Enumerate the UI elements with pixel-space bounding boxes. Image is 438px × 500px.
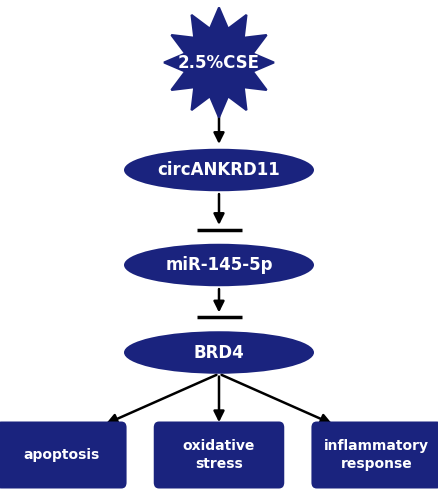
Text: apoptosis: apoptosis	[23, 448, 99, 462]
Ellipse shape	[124, 244, 314, 286]
Text: inflammatory
response: inflammatory response	[324, 440, 429, 470]
Polygon shape	[164, 8, 274, 117]
Text: 2.5%CSE: 2.5%CSE	[178, 54, 260, 72]
Text: oxidative
stress: oxidative stress	[183, 440, 255, 470]
Ellipse shape	[124, 331, 314, 374]
Text: circANKRD11: circANKRD11	[158, 161, 280, 179]
FancyBboxPatch shape	[311, 422, 438, 488]
Text: miR-145-5p: miR-145-5p	[165, 256, 273, 274]
Text: BRD4: BRD4	[194, 344, 244, 361]
Ellipse shape	[124, 149, 314, 191]
FancyBboxPatch shape	[154, 422, 284, 488]
FancyBboxPatch shape	[0, 422, 127, 488]
